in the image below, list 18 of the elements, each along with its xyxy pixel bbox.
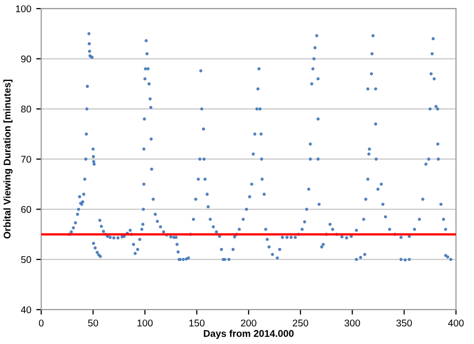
x-tick-label: 50 — [88, 320, 98, 326]
y-tick-label: 50 — [21, 256, 32, 264]
x-tick-label: 400 — [448, 320, 464, 326]
x-tick-label: 250 — [292, 320, 308, 326]
y-tick-label: 70 — [21, 156, 32, 163]
y-tick-label: 90 — [21, 56, 32, 62]
y-tick-label: 80 — [21, 106, 32, 113]
x-tick-label: 0 — [38, 320, 44, 326]
x-tick-label: 350 — [396, 320, 412, 326]
y-axis-title: Orbital Viewing Duration [minutes] — [3, 80, 13, 239]
x-tick-label: 100 — [138, 320, 153, 326]
x-axis-title: Days from 2014.000 — [204, 330, 294, 339]
x-tick-label: 300 — [344, 320, 360, 326]
y-tick-label: 60 — [21, 206, 32, 213]
y-tick-label: 40 — [20, 306, 32, 314]
y-tick-label: 100 — [16, 5, 32, 12]
x-tick-label: 150 — [189, 320, 204, 326]
x-tick-label: 200 — [240, 320, 256, 326]
